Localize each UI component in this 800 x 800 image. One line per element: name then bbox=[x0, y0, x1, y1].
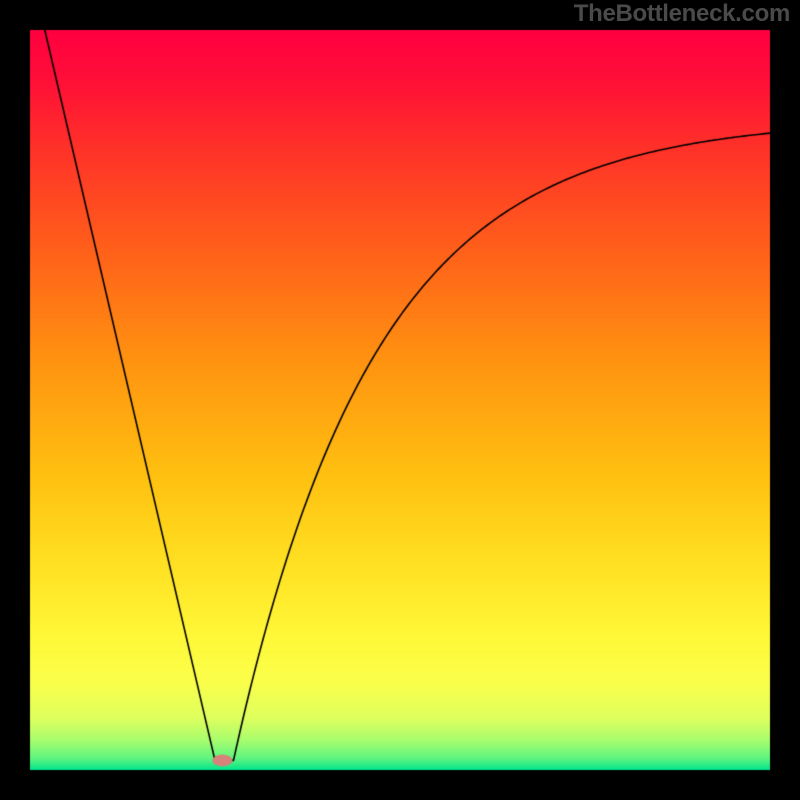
bottleneck-chart-canvas bbox=[0, 0, 800, 800]
watermark-text: TheBottleneck.com bbox=[574, 0, 790, 28]
chart-container: TheBottleneck.com bbox=[0, 0, 800, 800]
